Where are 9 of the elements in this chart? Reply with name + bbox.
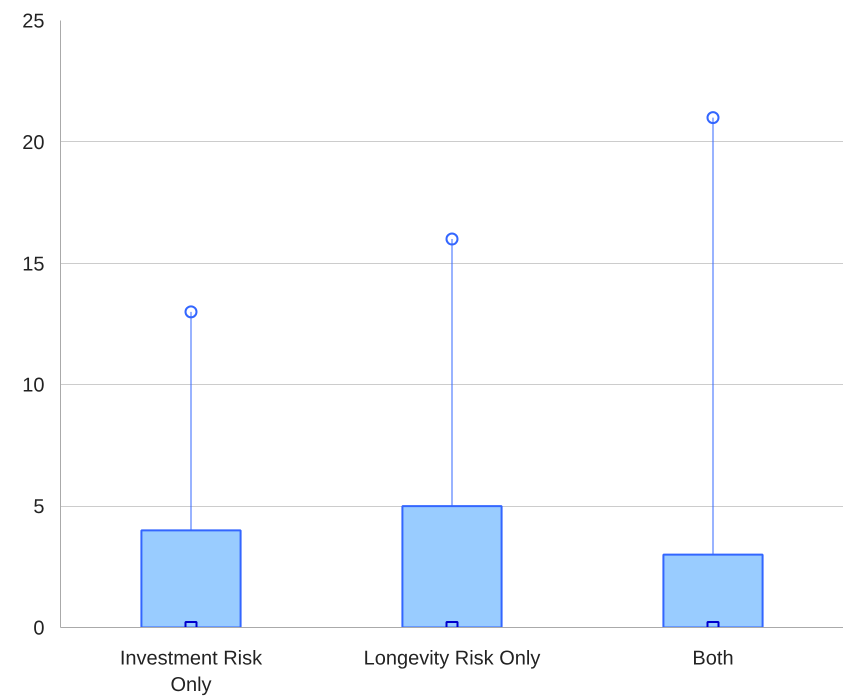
- y-tick-label: 5: [33, 496, 44, 518]
- y-tick-label: 25: [22, 10, 45, 32]
- y-tick-label: 0: [33, 618, 44, 640]
- y-tick-label: 15: [22, 253, 45, 276]
- x-tick-label: Both: [692, 648, 734, 670]
- x-tick-label: Longevity Risk Only: [364, 648, 540, 670]
- y-tick-label: 20: [22, 132, 45, 154]
- x-tick-label: Investment Risk Only: [120, 648, 264, 696]
- y-tick-label: 10: [22, 374, 45, 397]
